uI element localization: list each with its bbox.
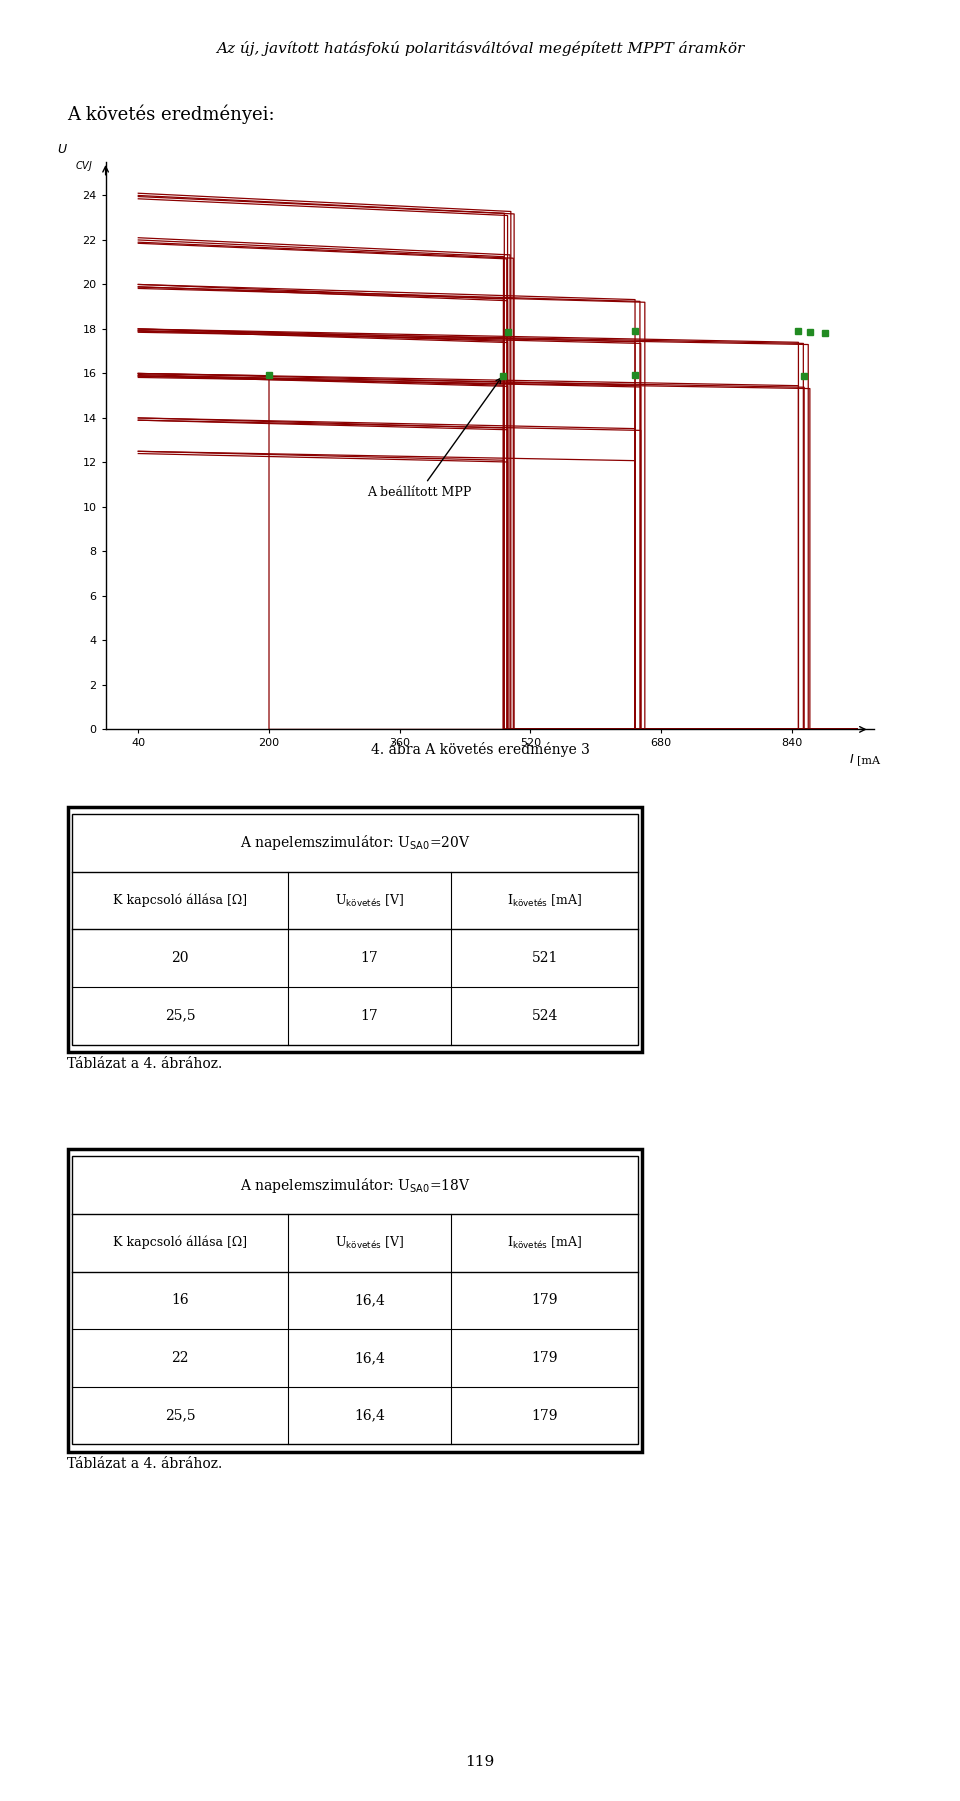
Text: A napelemszimulátor: U$_{\mathrm{SA0}}$=20V: A napelemszimulátor: U$_{\mathrm{SA0}}$=…	[240, 834, 470, 852]
Text: 22: 22	[171, 1351, 189, 1365]
Text: [mA: [mA	[857, 755, 880, 765]
Text: 16,4: 16,4	[354, 1293, 385, 1308]
Text: U$_{\mathrm{követés}}$ [V]: U$_{\mathrm{követés}}$ [V]	[335, 1235, 404, 1250]
Text: $CVJ$: $CVJ$	[75, 158, 92, 173]
Text: Az új, javított hatásfokú polaritásváltóval megépített MPPT áramkör: Az új, javított hatásfokú polaritásváltó…	[216, 41, 744, 56]
Text: A követés eredményei:: A követés eredményei:	[67, 104, 275, 124]
Text: 16: 16	[171, 1293, 189, 1308]
Text: 16,4: 16,4	[354, 1351, 385, 1365]
Text: Táblázat a 4. ábrához.: Táblázat a 4. ábrához.	[67, 1057, 223, 1072]
Text: A napelemszimulátor: U$_{\mathrm{SA0}}$=18V: A napelemszimulátor: U$_{\mathrm{SA0}}$=…	[240, 1176, 470, 1194]
Text: K kapcsoló állása [Ω]: K kapcsoló állása [Ω]	[113, 1235, 247, 1250]
Text: $I$: $I$	[849, 753, 854, 765]
Text: 17: 17	[361, 951, 378, 965]
Text: K kapcsoló állása [Ω]: K kapcsoló állása [Ω]	[113, 893, 247, 908]
Text: 179: 179	[532, 1351, 558, 1365]
Text: I$_{\mathrm{követés}}$ [mA]: I$_{\mathrm{követés}}$ [mA]	[507, 893, 583, 908]
Text: 25,5: 25,5	[165, 1408, 195, 1423]
Text: U$_{\mathrm{követés}}$ [V]: U$_{\mathrm{követés}}$ [V]	[335, 893, 404, 908]
Text: A beállított MPP: A beállított MPP	[367, 378, 501, 499]
Text: 16,4: 16,4	[354, 1408, 385, 1423]
Text: 179: 179	[532, 1293, 558, 1308]
Text: 179: 179	[532, 1408, 558, 1423]
Text: 119: 119	[466, 1754, 494, 1769]
Text: $U$: $U$	[57, 144, 67, 157]
Text: 17: 17	[361, 1009, 378, 1023]
Text: Táblázat a 4. ábrához.: Táblázat a 4. ábrához.	[67, 1457, 223, 1471]
Text: 524: 524	[532, 1009, 558, 1023]
Text: 521: 521	[532, 951, 558, 965]
Text: 20: 20	[171, 951, 189, 965]
Text: I$_{\mathrm{követés}}$ [mA]: I$_{\mathrm{követés}}$ [mA]	[507, 1235, 583, 1250]
Text: 25,5: 25,5	[165, 1009, 195, 1023]
Text: 4. ábra A követés eredménye 3: 4. ábra A követés eredménye 3	[371, 742, 589, 756]
